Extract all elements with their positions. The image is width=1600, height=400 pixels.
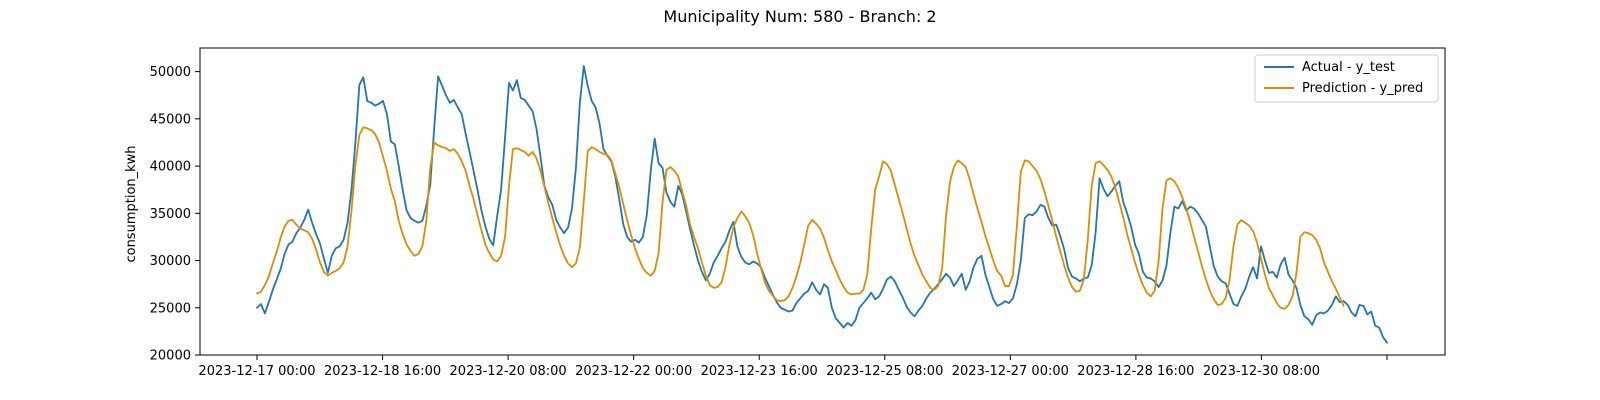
x-tick-label: 2023-12-18 16:00 [324, 364, 441, 379]
plot-area-frame [199, 47, 1446, 356]
legend-label-prediction: Prediction - y_pred [1302, 81, 1423, 96]
y-tick-label: 45000 [150, 112, 191, 127]
legend-box [1254, 54, 1439, 103]
y-axis-title: consumption_kwh [124, 145, 139, 262]
chart-title: Municipality Num: 580 - Branch: 2 [663, 7, 936, 26]
series-lines [256, 65, 1388, 344]
x-tick-label: 2023-12-30 08:00 [1203, 364, 1320, 379]
y-tick-label: 40000 [150, 160, 191, 175]
series-line-actual [256, 65, 1388, 344]
x-tick-label: 2023-12-22 00:00 [575, 364, 692, 379]
y-tick-label: 20000 [150, 349, 191, 364]
series-line-prediction [256, 126, 1345, 310]
y-tick-label: 50000 [150, 65, 191, 80]
y-axis-ticks: 20000 25000 30000 35000 40000 45000 50000 [150, 65, 200, 364]
legend-label-actual: Actual - y_test [1302, 60, 1395, 75]
x-tick-label: 2023-12-17 00:00 [198, 364, 315, 379]
x-axis-ticks: 2023-12-17 00:00 2023-12-18 16:00 2023-12-… [198, 355, 1388, 379]
y-tick-label: 35000 [150, 207, 191, 222]
x-tick-label: 2023-12-20 08:00 [450, 364, 567, 379]
y-tick-label: 30000 [150, 254, 191, 269]
x-tick-label: 2023-12-23 16:00 [701, 364, 818, 379]
x-tick-label: 2023-12-25 08:00 [826, 364, 943, 379]
y-tick-label: 25000 [150, 301, 191, 316]
x-tick-label: 2023-12-27 00:00 [952, 364, 1069, 379]
x-tick-label: 2023-12-28 16:00 [1077, 364, 1194, 379]
legend: Actual - y_test Prediction - y_pred [1254, 54, 1439, 103]
